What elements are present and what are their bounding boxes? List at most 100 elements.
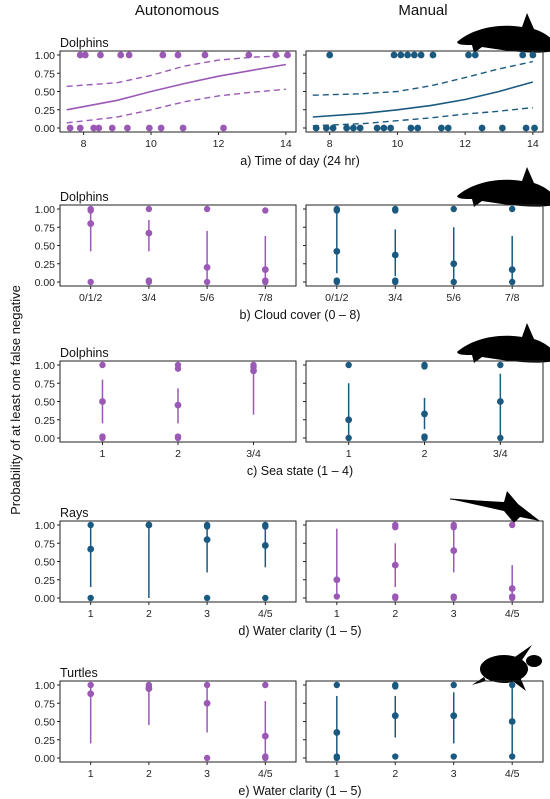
y-tick-label: 0.25 (35, 735, 56, 747)
chart-x-axis-label: e) Water clarity (1 – 5) (238, 784, 361, 798)
estimate-point (391, 251, 399, 259)
raw-point (203, 521, 211, 529)
turtle-front-flipper (512, 645, 532, 663)
estimate-point (391, 712, 399, 720)
data-point (125, 51, 133, 59)
data-point (429, 51, 437, 59)
estimate-point (261, 732, 269, 740)
data-point (201, 51, 209, 59)
chart-title: Dolphins (60, 190, 109, 204)
estimate-point (391, 561, 399, 569)
column-header-autonomous: Autonomous (135, 2, 219, 19)
turtle-head (526, 655, 542, 667)
estimate-point (333, 247, 341, 255)
chart-title: Turtles (60, 666, 98, 680)
data-point (471, 51, 479, 59)
estimate-point (421, 410, 428, 418)
panel-frame (305, 204, 544, 287)
dolphin-silhouette (457, 323, 550, 363)
dolphin-silhouette (457, 167, 550, 207)
estimate-point (87, 690, 95, 698)
chart-title: Dolphins (60, 36, 109, 50)
data-point (76, 124, 84, 132)
chart-title: Dolphins (60, 346, 109, 360)
raw-point (262, 277, 269, 284)
chart-row-d: Rays d) Water clarity (1 – 5) 0.00 0.25 0.50… (35, 491, 544, 638)
estimate-point (145, 521, 153, 529)
panel-autonomous: 0.00 0.25 0.50 0.75 1.00 1 2 3/4 (35, 360, 297, 460)
panel-frame (59, 680, 297, 763)
fit-line (312, 81, 534, 118)
panel-manual: 8 10 12 14 (303, 50, 544, 150)
x-tick-label: 10 (145, 138, 157, 150)
panel-frame (305, 520, 544, 603)
x-tick-label: 3/4 (388, 292, 403, 304)
x-tick-label: 3/4 (246, 448, 261, 460)
data-point (519, 51, 527, 59)
panel-frame (59, 50, 297, 133)
dolphin-silhouette (457, 13, 550, 53)
raw-point (450, 753, 457, 760)
raw-point (392, 593, 399, 600)
estimate-point (145, 229, 153, 237)
raw-point (87, 278, 94, 286)
x-tick-label: 12 (213, 138, 225, 150)
data-point (117, 51, 125, 59)
x-tick-label: 2 (392, 608, 398, 620)
raw-point (421, 433, 428, 440)
estimate-point (203, 264, 211, 271)
x-tick-label: 1 (88, 768, 94, 780)
y-tick-label: 1.00 (35, 360, 56, 372)
x-tick-label: 5/6 (446, 292, 461, 304)
raw-point (174, 361, 182, 369)
y-tick-label: 0.75 (35, 538, 56, 550)
raw-point (203, 681, 211, 689)
y-tick-label: 0.25 (35, 105, 56, 117)
x-tick-label: 0/1/2 (79, 292, 103, 304)
raw-point (99, 433, 106, 440)
data-point (329, 124, 337, 132)
y-tick-label: 0.00 (35, 123, 56, 135)
data-point (438, 124, 445, 132)
raw-point (333, 277, 341, 284)
y-tick-label: 0.25 (35, 415, 56, 427)
raw-point (508, 521, 516, 529)
y-tick-label: 0.50 (35, 397, 56, 409)
panel-autonomous: 0.00 0.25 0.50 0.75 1.00 1 2 3 4/5 (35, 680, 297, 780)
y-tick-label: 0.75 (35, 222, 56, 234)
raw-point (262, 594, 269, 602)
raw-point (333, 593, 341, 600)
raw-point (87, 681, 94, 689)
estimate-point (203, 536, 211, 543)
y-tick-label: 0.50 (35, 241, 56, 253)
estimate-point (450, 712, 458, 720)
upper-ci-line (312, 60, 533, 96)
y-tick-label: 0.75 (35, 68, 56, 80)
ray-icon (449, 491, 540, 523)
estimate-point (450, 547, 458, 554)
x-tick-label: 1 (346, 448, 352, 460)
estimate-point (333, 729, 341, 736)
x-tick-label: 14 (280, 138, 292, 150)
data-point (312, 124, 320, 132)
data-point (97, 51, 104, 59)
raw-point (450, 278, 457, 286)
data-point (404, 51, 411, 59)
x-tick-label: 4/5 (258, 608, 273, 620)
y-axis-label: Probability of at least one false negati… (8, 285, 23, 515)
panel-frame (59, 520, 297, 603)
raw-point (421, 361, 428, 369)
raw-point (145, 277, 153, 284)
estimate-point (450, 260, 458, 268)
x-tick-label: 8 (327, 138, 333, 150)
raw-point (262, 753, 269, 760)
dolphin-icon (457, 167, 550, 207)
estimate-point (508, 266, 516, 273)
estimate-point (345, 416, 353, 424)
data-point (373, 124, 381, 132)
x-tick-label: 14 (527, 138, 539, 150)
data-point (356, 124, 364, 132)
x-tick-label: 12 (459, 138, 471, 150)
